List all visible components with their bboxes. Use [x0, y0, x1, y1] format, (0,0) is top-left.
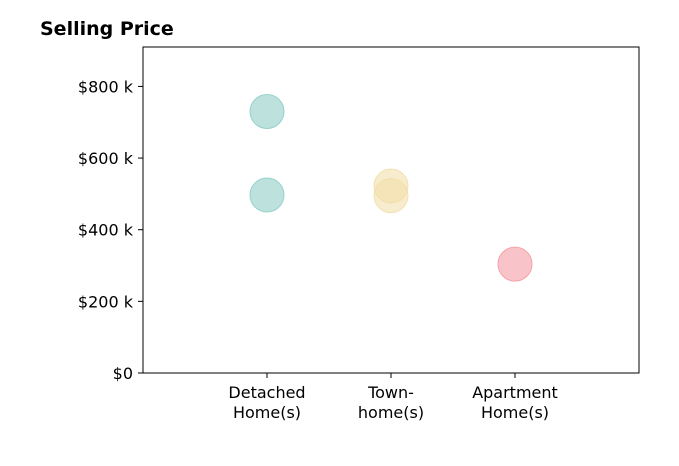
data-point	[249, 93, 285, 129]
x-tick-label: Home(s)	[481, 403, 549, 422]
data-point	[373, 178, 409, 214]
x-tick-label: Home(s)	[233, 403, 301, 422]
y-tick-label: $200 k	[78, 292, 134, 311]
data-point	[497, 246, 533, 282]
x-tick-label: Apartment	[472, 383, 558, 402]
x-tick-label: Detached	[228, 383, 305, 402]
chart-title: Selling Price	[40, 18, 174, 40]
x-tick-label: home(s)	[358, 403, 424, 422]
y-tick-label: $400 k	[78, 221, 134, 240]
data-point	[249, 177, 285, 213]
x-tick-label: Town-	[367, 383, 414, 402]
y-tick-label: $800 k	[78, 77, 134, 96]
y-tick-label: $0	[113, 364, 133, 383]
y-tick-label: $600 k	[78, 149, 134, 168]
plot-area: $0$200 k$400 k$600 k$800 kDetachedHome(s…	[78, 46, 640, 422]
